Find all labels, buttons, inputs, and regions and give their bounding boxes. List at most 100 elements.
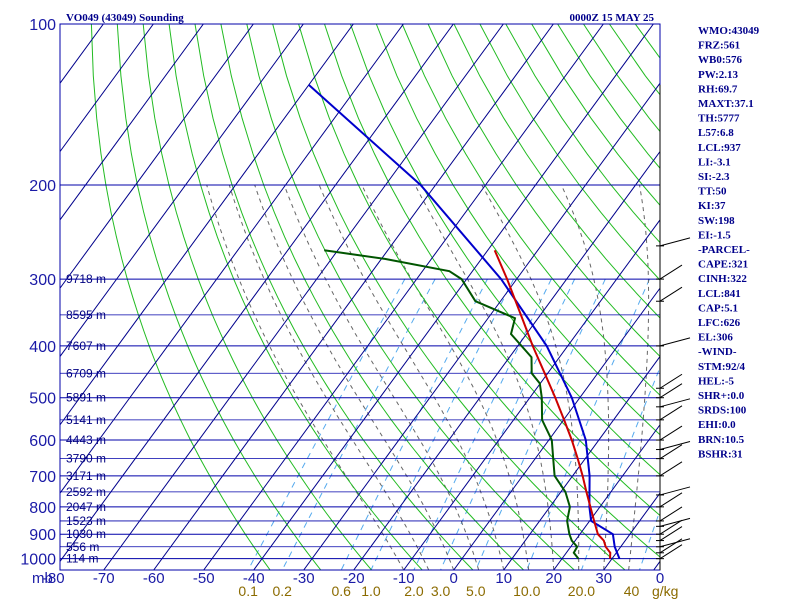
index-entry: CAP:5.1	[698, 302, 738, 314]
temperature-label: 0	[450, 570, 458, 587]
wind-barb	[659, 461, 683, 477]
wind-barb	[659, 492, 683, 508]
mixing-ratio-line-2	[413, 278, 552, 570]
index-entry: EI:-1.5	[698, 229, 731, 241]
temperature-label: -50	[193, 570, 215, 587]
dry-adiabat-110	[479, 24, 660, 281]
dry-adiabat-100	[453, 24, 660, 319]
mixing-ratio-label: 3.0	[431, 583, 451, 599]
wind-barb	[659, 517, 691, 527]
temperature-label: -10	[393, 570, 415, 587]
station-title: VO049 (43049) Sounding	[66, 12, 184, 24]
mixing-ratio-label: 10.0	[513, 583, 540, 599]
wind-axis-label: 0	[656, 570, 664, 587]
dry-adiabat-80	[401, 24, 660, 396]
moist-adiabat-5	[283, 184, 480, 570]
wind-barb	[659, 526, 683, 541]
mixing-ratio-lines	[247, 278, 660, 570]
mixing-ratio-line-20	[580, 366, 660, 570]
height-labels: 9718 m 8595 m 7607 m 6709 m 5891 m 5141 m 4443…	[66, 272, 106, 566]
height-label: 114 m	[66, 552, 98, 566]
pressure-label-400: 400	[29, 339, 56, 356]
isotherm--60	[153, 24, 554, 570]
isotherm--20	[353, 150, 660, 570]
mixing-ratio-label: 2.0	[404, 583, 424, 599]
index-entry: -PARCEL-	[698, 244, 750, 256]
index-entry: WMO:43049	[698, 25, 760, 37]
mixing-ratio-label: 0.6	[332, 583, 352, 599]
mixing-ratio-line-3	[440, 278, 576, 570]
dry-adiabat--20	[142, 24, 372, 570]
index-entry: LCL:841	[698, 288, 741, 300]
mixing-ratio-label: 1.0	[361, 583, 381, 599]
isobars	[60, 23, 660, 560]
index-entry: TT:50	[698, 186, 727, 198]
wind-barb	[659, 264, 683, 280]
mixing-ratio-line-0.1	[247, 278, 406, 570]
isotherm--120	[60, 24, 254, 290]
isotherm--130	[60, 24, 204, 221]
plot-frame	[59, 23, 661, 571]
height-label: 1523 m	[66, 514, 106, 528]
index-entry: PW:2.13	[698, 69, 739, 81]
temperature-label: 10	[495, 570, 512, 587]
index-entry: LI:-3.1	[698, 156, 731, 168]
height-label: 2047 m	[66, 500, 106, 514]
height-label: 6709 m	[66, 366, 106, 380]
wind-barb	[659, 506, 683, 522]
mixing-ratio-label: 0.2	[273, 583, 293, 599]
wind-barbs	[656, 84, 691, 570]
height-label: 8595 m	[66, 308, 106, 322]
index-entry: SW:198	[698, 215, 735, 227]
dry-adiabat-60	[349, 24, 660, 476]
moist-adiabat-35	[628, 184, 650, 570]
mixing-ratio-label: 20.0	[568, 583, 595, 599]
moist-adiabat-10	[318, 184, 505, 570]
dry-adiabat-90	[427, 24, 660, 358]
isotherm--90	[60, 24, 404, 494]
wind-barb	[659, 425, 683, 441]
moist-adiabat--5	[228, 184, 430, 570]
mixing-ratio-unit: g/kg	[652, 583, 678, 599]
pressure-label-500: 500	[29, 391, 56, 408]
isotherm-20	[553, 423, 660, 570]
isotherm--30	[303, 82, 660, 570]
mixing-ratio-line-10	[526, 278, 650, 570]
dry-adiabat-50	[324, 24, 660, 517]
mixing-ratio-line-0.2	[281, 278, 436, 570]
stability-indices: WMO:43049 FRZ:561 WB0:576 PW:2.13 RH:69.7 MAX…	[698, 25, 760, 460]
wind-barb	[659, 405, 683, 421]
mixing-ratio-label: 40	[624, 583, 640, 599]
isotherm--10	[403, 219, 660, 570]
wind-barb	[659, 337, 691, 347]
temperature-label: 30	[595, 570, 612, 587]
temperature-line	[493, 249, 612, 559]
pressure-unit-label: mb	[32, 570, 53, 587]
temperature-label: -40	[243, 570, 265, 587]
pressure-label-800: 800	[29, 500, 56, 517]
dry-adiabat-40	[298, 24, 660, 558]
mixing-ratio-label: 0.1	[238, 583, 258, 599]
index-entry: L57:6.8	[698, 127, 734, 139]
pressure-label-1000: 1000	[20, 552, 56, 569]
pressure-label-200: 200	[29, 178, 56, 195]
height-label: 3790 m	[66, 452, 106, 466]
moist-adiabats	[206, 184, 650, 570]
mixing-ratio-label: 5.0	[466, 583, 486, 599]
wind-barb	[659, 519, 683, 535]
mixing-ratio-line-0.6	[340, 278, 488, 570]
dry-adiabats	[90, 24, 660, 570]
dry-adiabat-10	[220, 24, 524, 570]
wind-barb	[659, 538, 683, 554]
dry-adiabat--40	[90, 24, 271, 570]
sounding-profiles	[308, 84, 621, 560]
dry-adiabat-0	[194, 24, 474, 570]
pressure-label-100: 100	[29, 17, 56, 34]
dewpoint-line	[324, 249, 580, 560]
sounding-time: 0000Z 15 MAY 25	[570, 12, 655, 24]
wind-barb	[659, 441, 691, 451]
dry-adiabat--10	[168, 24, 423, 570]
mixing-ratio-line-5	[475, 278, 606, 570]
moist-adiabat-20	[414, 184, 555, 570]
